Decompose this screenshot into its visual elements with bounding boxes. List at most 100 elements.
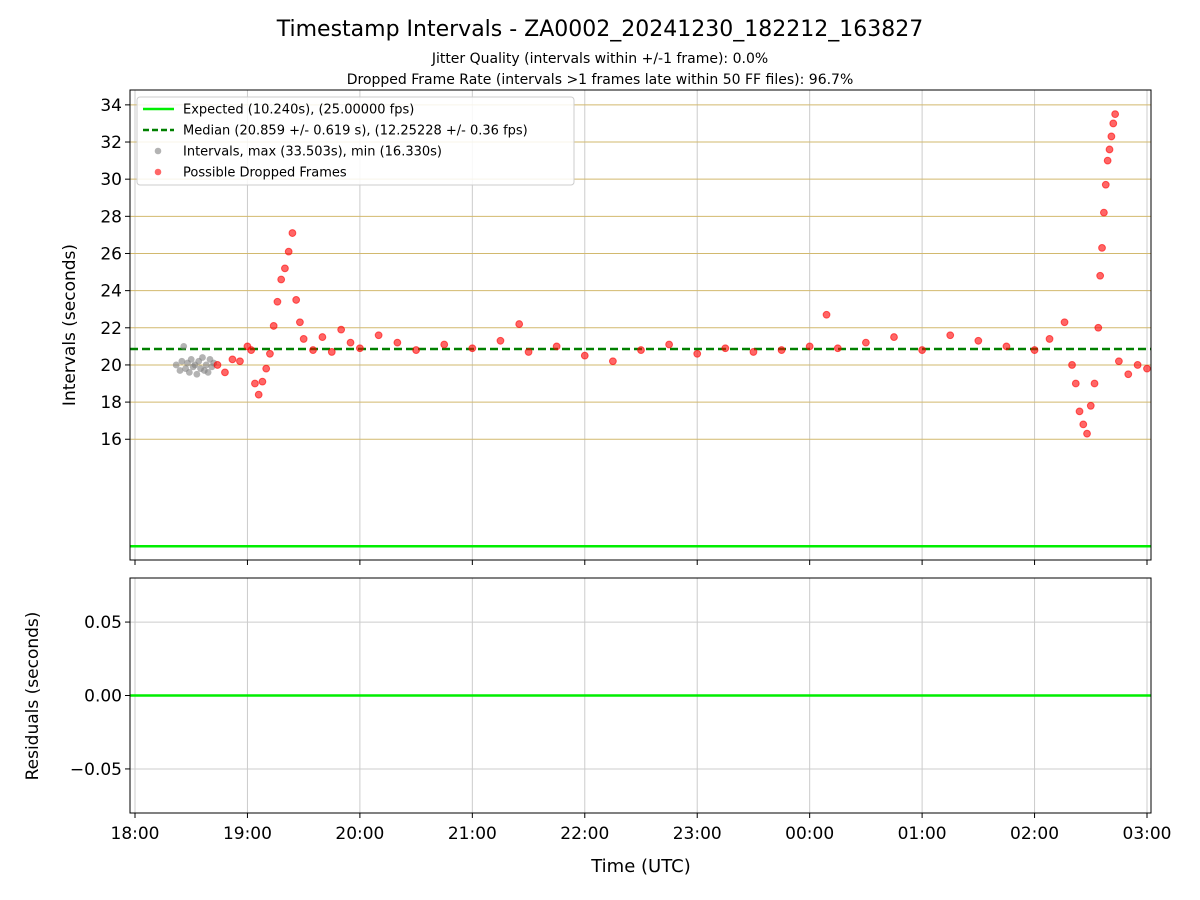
dropped-frame-point: [1143, 364, 1151, 373]
dropped-frame-point: [552, 342, 561, 351]
dropped-frame-point: [296, 318, 304, 327]
interval-point: [176, 367, 184, 374]
dropped-frame-point: [1101, 180, 1110, 189]
chart-title: Timestamp Intervals - ZA0002_20241230_18…: [276, 17, 924, 42]
top-y-tick-label: 30: [100, 170, 122, 190]
dropped-frame-point: [221, 368, 229, 377]
dropped-frame-point: [1045, 335, 1054, 343]
dropped-frame-point: [1083, 429, 1091, 438]
dropped-frame-point: [251, 379, 259, 388]
dropped-frame-point: [822, 310, 831, 319]
interval-point: [202, 361, 210, 369]
dropped-frame-point: [890, 333, 898, 341]
dropped-frame-point: [749, 348, 758, 356]
legend-median-label: Median (20.859 +/- 0.619 s), (12.25228 +…: [183, 124, 528, 139]
top-y-tick-label: 22: [100, 319, 122, 339]
dropped-frame-point: [946, 331, 955, 340]
dropped-frame-point: [1060, 318, 1069, 327]
dropped-frame-point: [1107, 132, 1116, 141]
dropped-frame-point: [918, 346, 927, 354]
dropped-frame-point: [277, 275, 286, 284]
dropped-frame-point: [1094, 323, 1103, 332]
dropped-frame-point: [693, 349, 702, 358]
dropped-frame-point: [721, 344, 730, 353]
top-y-tick-label: 18: [100, 393, 122, 413]
chart-subtitle-jitter: Jitter Quality (intervals within +/-1 fr…: [431, 51, 768, 67]
dropped-frame-point: [309, 346, 317, 354]
top-y-tick-label: 34: [100, 96, 122, 116]
dropped-frame-point: [805, 342, 814, 351]
dropped-frame-point: [1090, 379, 1099, 388]
top-y-tick-label: 16: [100, 430, 122, 450]
residuals-plot-frame: [129, 577, 1152, 814]
x-tick-label: 20:00: [335, 824, 384, 844]
dropped-frame-point: [637, 346, 645, 354]
dropped-frame-point: [496, 336, 505, 345]
dropped-frame-point: [299, 335, 308, 343]
interval-point: [204, 368, 212, 376]
legend-dropped-label: Possible Dropped Frames: [183, 166, 347, 181]
dropped-frame-point: [580, 351, 589, 360]
dropped-frame-point: [524, 348, 533, 356]
interval-point: [172, 361, 180, 369]
dropped-frame-point: [288, 229, 297, 237]
dropped-frame-point: [281, 264, 289, 273]
dropped-frame-point: [1068, 361, 1076, 369]
interval-point: [178, 357, 186, 365]
intervals-y-axis-label: Intervals (seconds): [60, 244, 80, 406]
interval-point: [187, 355, 195, 363]
dropped-frame-point: [292, 296, 301, 304]
bottom-y-tick-label: −0.05: [70, 760, 122, 780]
legend: Expected (10.240s), (25.00000 fps) Median…: [136, 96, 575, 186]
dropped-frame-point: [247, 346, 256, 354]
dropped-frame-point: [1103, 156, 1112, 165]
dropped-frame-point: [266, 349, 274, 358]
dropped-frame-point: [1002, 342, 1011, 351]
dropped-frame-point: [1096, 271, 1105, 280]
x-tick-label: 00:00: [785, 824, 834, 844]
dropped-frame-point: [412, 346, 421, 354]
top-y-tick-label: 32: [100, 133, 122, 153]
dropped-frame-point: [468, 344, 477, 353]
dropped-frame-point: [273, 297, 282, 306]
top-y-tick-label: 28: [100, 207, 122, 227]
dropped-frame-point: [1111, 110, 1120, 119]
dropped-frame-point: [1071, 379, 1080, 388]
dropped-frame-point: [861, 338, 870, 347]
legend-expected-label: Expected (10.240s), (25.00000 fps): [183, 103, 414, 118]
interval-point: [199, 354, 206, 361]
dropped-frame-point: [269, 322, 278, 330]
legend-box: [136, 96, 575, 186]
top-y-tick-label: 20: [100, 356, 122, 376]
x-tick-label: 03:00: [1123, 824, 1172, 844]
dropped-frame-point: [355, 344, 364, 353]
dropped-frame-point: [213, 361, 222, 369]
dropped-frame-point: [228, 355, 237, 364]
bottom-y-tick-label: 0.00: [84, 687, 122, 707]
x-tick-label: 21:00: [448, 824, 497, 844]
dropped-frame-point: [1114, 357, 1123, 366]
dropped-frame-point: [1133, 361, 1142, 369]
dropped-frame-point: [318, 333, 327, 341]
dropped-frame-point: [1075, 407, 1084, 416]
legend-intervals-label: Intervals, max (33.503s), min (16.330s): [183, 145, 442, 160]
dropped-frame-point: [1030, 346, 1039, 354]
intervals-plot-frame: [129, 89, 1152, 561]
x-tick-label: 01:00: [898, 824, 947, 844]
dropped-frame-point: [1109, 119, 1118, 128]
x-axis-label: Time (UTC): [590, 856, 691, 877]
dropped-frame-point: [833, 344, 842, 353]
dropped-frame-point: [346, 338, 355, 347]
dropped-frame-point: [608, 357, 617, 366]
dropped-frame-point: [374, 331, 383, 340]
bottom-y-tick-label: 0.05: [84, 613, 122, 633]
dropped-frame-point: [665, 340, 674, 349]
dropped-frame-point: [1098, 244, 1106, 252]
dropped-frame-point: [262, 364, 271, 373]
dropped-frame-point: [258, 377, 267, 386]
x-tick-label: 19:00: [223, 824, 272, 844]
intervals-panel: 16 18 20 22 24 26 28 30 32 34 Expected (10.240s), …: [100, 89, 1152, 565]
dropped-frame-point: [777, 346, 786, 354]
dropped-frame-point: [440, 340, 449, 349]
residuals-panel: 18:00 19:00 20:00 21:00 22:00 23:00 00:00 01:00…: [70, 577, 1172, 844]
